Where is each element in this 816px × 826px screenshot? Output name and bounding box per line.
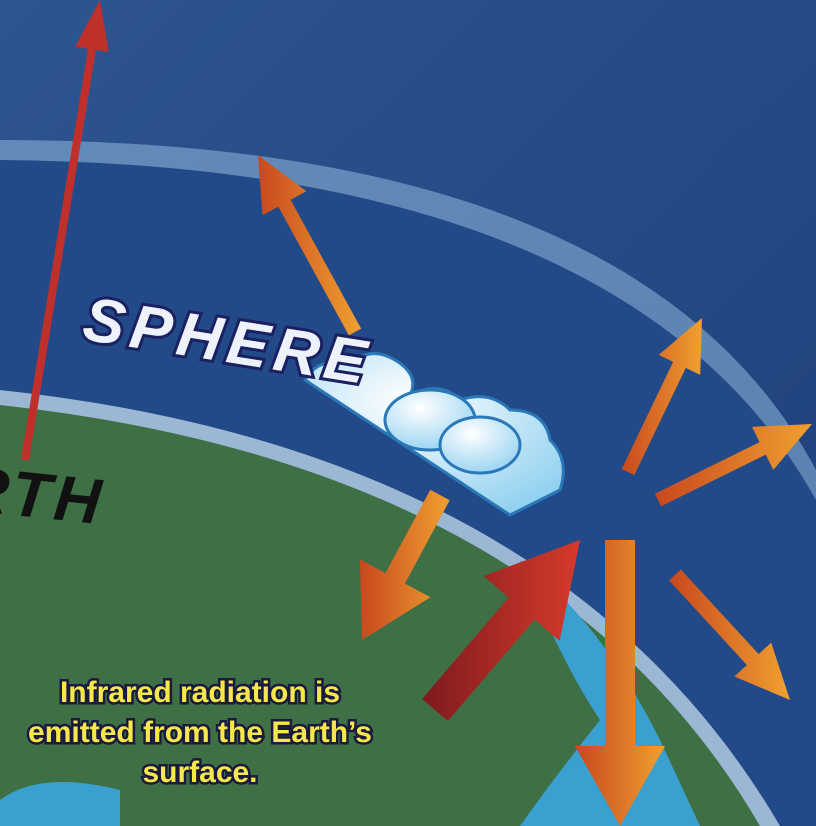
caption-line: emitted from the Earth’s (28, 716, 372, 749)
caption-line: surface. (142, 756, 257, 789)
earth-label: RTH (0, 452, 108, 538)
illustration: SPHERE RTH Infrared radiation is emitted… (0, 0, 816, 826)
page: SPHERE RTH Infrared radiation is emitted… (0, 0, 816, 826)
caption-line: Infrared radiation is (60, 676, 340, 709)
